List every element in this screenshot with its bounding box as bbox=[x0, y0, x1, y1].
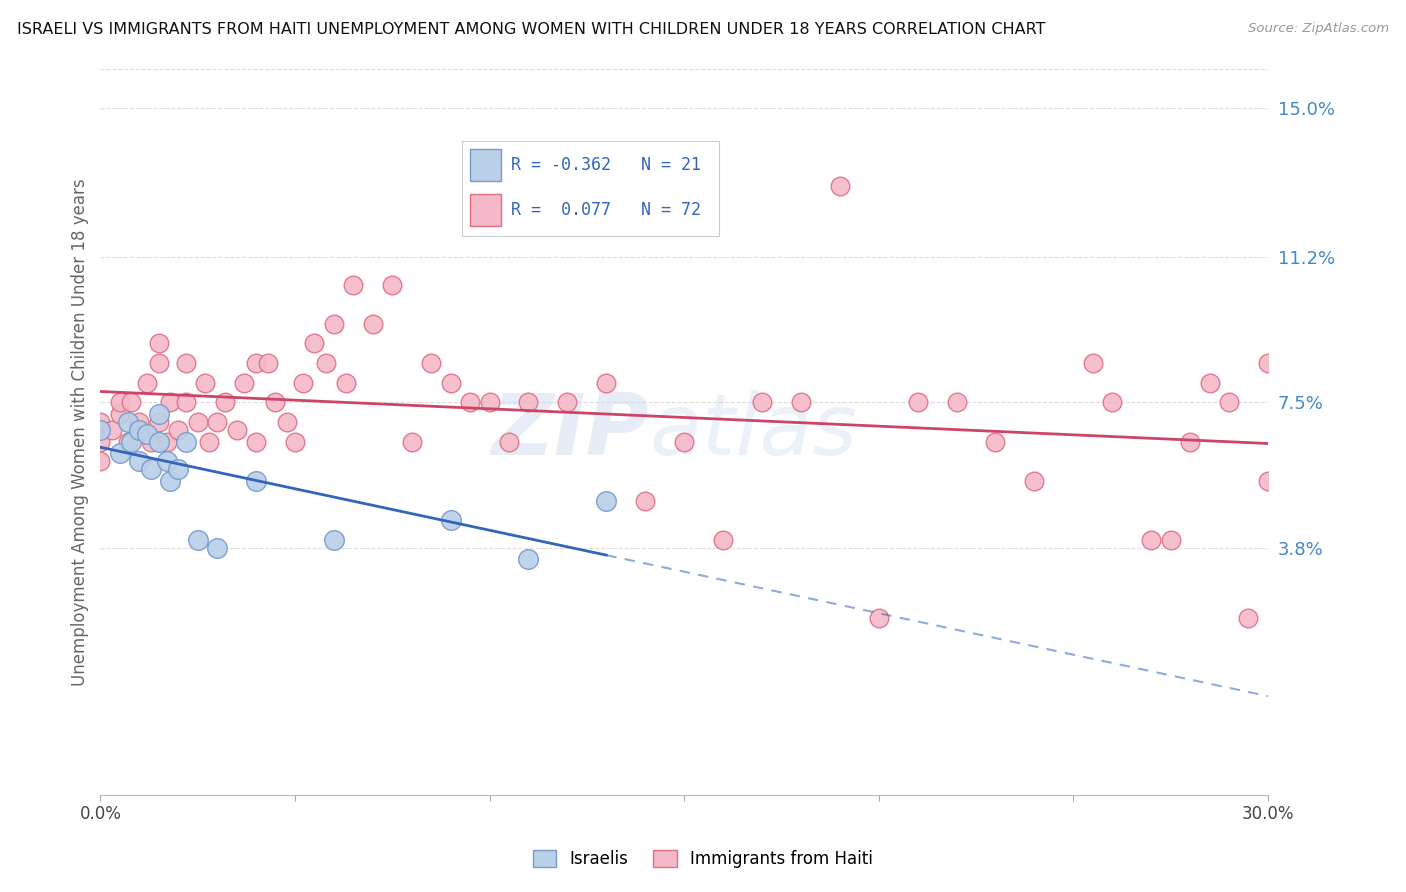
Point bbox=[167, 462, 190, 476]
Point bbox=[1257, 474, 1279, 488]
Point bbox=[108, 407, 131, 421]
Point bbox=[1257, 356, 1279, 370]
Point bbox=[128, 423, 150, 437]
Point bbox=[361, 317, 384, 331]
Point bbox=[595, 376, 617, 390]
Point bbox=[245, 434, 267, 449]
Point bbox=[128, 415, 150, 429]
Text: ISRAELI VS IMMIGRANTS FROM HAITI UNEMPLOYMENT AMONG WOMEN WITH CHILDREN UNDER 18: ISRAELI VS IMMIGRANTS FROM HAITI UNEMPLO… bbox=[17, 22, 1046, 37]
Text: Source: ZipAtlas.com: Source: ZipAtlas.com bbox=[1249, 22, 1389, 36]
Point bbox=[478, 395, 501, 409]
Point bbox=[322, 317, 344, 331]
Point bbox=[1024, 474, 1046, 488]
Point bbox=[167, 423, 190, 437]
Point bbox=[198, 434, 221, 449]
Point bbox=[159, 474, 181, 488]
Point bbox=[108, 446, 131, 460]
Point bbox=[315, 356, 337, 370]
Point bbox=[128, 454, 150, 468]
Point bbox=[673, 434, 696, 449]
Point bbox=[401, 434, 423, 449]
Point bbox=[148, 415, 170, 429]
Point bbox=[174, 395, 197, 409]
Legend: Israelis, Immigrants from Haiti: Israelis, Immigrants from Haiti bbox=[526, 843, 880, 875]
Point bbox=[233, 376, 256, 390]
Point bbox=[174, 434, 197, 449]
Point bbox=[117, 415, 139, 429]
Point bbox=[322, 533, 344, 547]
Point bbox=[108, 395, 131, 409]
Point bbox=[256, 356, 278, 370]
Point bbox=[136, 376, 159, 390]
Point bbox=[245, 474, 267, 488]
Point bbox=[89, 423, 111, 437]
Point bbox=[264, 395, 287, 409]
Point bbox=[187, 415, 209, 429]
Point bbox=[1178, 434, 1201, 449]
Point bbox=[458, 395, 481, 409]
Point bbox=[868, 611, 890, 625]
Point bbox=[245, 356, 267, 370]
Point bbox=[1198, 376, 1220, 390]
Point bbox=[984, 434, 1007, 449]
Point bbox=[751, 395, 773, 409]
Point bbox=[575, 179, 598, 194]
Point bbox=[557, 395, 579, 409]
Point bbox=[148, 407, 170, 421]
Point bbox=[517, 552, 540, 566]
Point bbox=[498, 434, 520, 449]
Point bbox=[1101, 395, 1123, 409]
Point bbox=[89, 434, 111, 449]
Point bbox=[174, 356, 197, 370]
Point bbox=[1218, 395, 1240, 409]
Point bbox=[945, 395, 967, 409]
Point bbox=[634, 493, 657, 508]
Point bbox=[790, 395, 813, 409]
Point bbox=[335, 376, 357, 390]
Y-axis label: Unemployment Among Women with Children Under 18 years: Unemployment Among Women with Children U… bbox=[72, 178, 89, 686]
Point bbox=[828, 179, 851, 194]
Point bbox=[1237, 611, 1260, 625]
Point bbox=[139, 434, 162, 449]
Text: ZIP: ZIP bbox=[492, 391, 650, 474]
Point bbox=[342, 277, 364, 292]
Point bbox=[89, 415, 111, 429]
Point bbox=[139, 462, 162, 476]
Point bbox=[205, 415, 228, 429]
Point bbox=[420, 356, 443, 370]
Point bbox=[214, 395, 236, 409]
Point bbox=[121, 395, 143, 409]
Point bbox=[711, 533, 734, 547]
Point bbox=[291, 376, 314, 390]
Point bbox=[1160, 533, 1182, 547]
Text: atlas: atlas bbox=[650, 391, 858, 474]
Point bbox=[595, 493, 617, 508]
Point bbox=[304, 336, 326, 351]
Point bbox=[159, 395, 181, 409]
Point bbox=[128, 423, 150, 437]
Point bbox=[276, 415, 298, 429]
Point bbox=[1081, 356, 1104, 370]
Point bbox=[155, 434, 177, 449]
Point bbox=[907, 395, 929, 409]
Point bbox=[1140, 533, 1163, 547]
Point bbox=[117, 434, 139, 449]
Point bbox=[101, 423, 124, 437]
Point bbox=[439, 376, 461, 390]
Point bbox=[225, 423, 247, 437]
Point bbox=[381, 277, 404, 292]
Point bbox=[148, 336, 170, 351]
Point bbox=[194, 376, 217, 390]
Point bbox=[187, 533, 209, 547]
Point bbox=[148, 356, 170, 370]
Point bbox=[155, 454, 177, 468]
Point bbox=[284, 434, 307, 449]
Point bbox=[439, 513, 461, 527]
Point bbox=[148, 434, 170, 449]
Point bbox=[205, 541, 228, 555]
Point bbox=[517, 395, 540, 409]
Point bbox=[121, 434, 143, 449]
Point bbox=[136, 426, 159, 441]
Point bbox=[89, 454, 111, 468]
